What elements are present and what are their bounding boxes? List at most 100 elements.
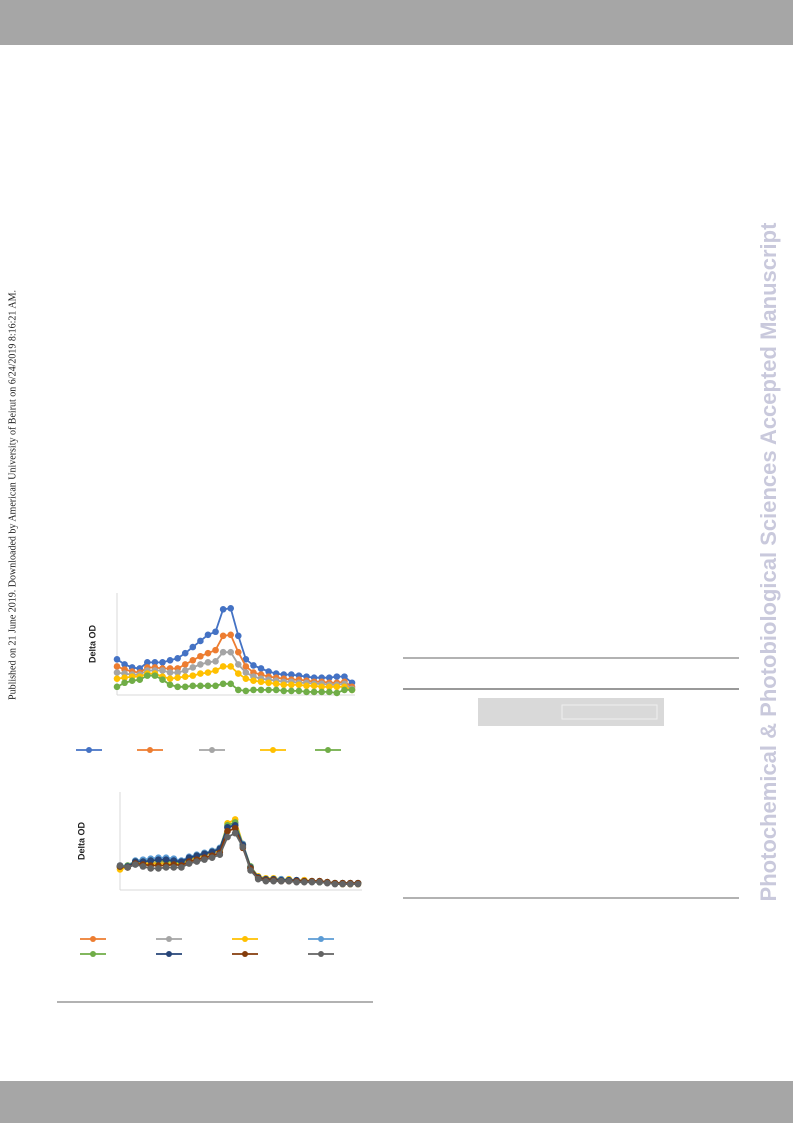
data-point [247, 867, 254, 874]
data-point [155, 865, 162, 872]
data-point [339, 880, 346, 888]
data-point [201, 856, 208, 863]
data-point [136, 676, 144, 683]
data-point [303, 682, 310, 690]
data-point [316, 878, 323, 886]
data-point [212, 658, 219, 665]
data-point [323, 879, 331, 887]
legend-marker [318, 951, 324, 957]
data-point [250, 662, 257, 669]
data-point [212, 628, 219, 636]
data-point [197, 652, 204, 660]
data-point [242, 675, 250, 682]
data-point [197, 637, 204, 645]
data-point [254, 875, 262, 883]
series-line [119, 821, 358, 884]
data-point [208, 854, 216, 861]
data-point [318, 683, 325, 691]
data-point [178, 864, 185, 871]
data-point [189, 664, 197, 671]
data-point [277, 877, 285, 885]
data-point [144, 672, 151, 679]
data-point [265, 679, 272, 687]
data-point [113, 683, 121, 691]
data-point [204, 669, 212, 676]
data-point [189, 643, 197, 651]
data-point [151, 672, 159, 679]
data-point [139, 863, 147, 870]
data-point [128, 677, 136, 685]
data-point [219, 648, 227, 656]
data-point [250, 677, 257, 685]
data-point [341, 673, 348, 680]
data-point [121, 679, 128, 687]
data-point [341, 686, 348, 694]
data-point [331, 880, 339, 888]
y-axis-label: Delta OD [87, 624, 97, 663]
data-point [159, 676, 166, 683]
data-point [219, 680, 227, 688]
data-point [204, 682, 212, 690]
data-point [265, 668, 272, 675]
legend-marker [90, 951, 96, 957]
legend-marker [242, 936, 248, 942]
data-point [185, 860, 193, 867]
legend-marker [270, 747, 276, 753]
data-point [174, 654, 181, 662]
data-point [280, 687, 288, 695]
data-point [216, 851, 224, 859]
data-point [234, 670, 242, 677]
data-point [293, 878, 300, 886]
legend-marker [318, 936, 324, 942]
data-point [310, 688, 318, 696]
data-point [333, 673, 341, 680]
data-point [242, 669, 250, 676]
data-point [224, 833, 231, 841]
data-point [204, 631, 212, 639]
data-point [325, 674, 333, 681]
data-point [113, 656, 121, 663]
data-point [197, 670, 204, 677]
data-point [181, 673, 189, 680]
legend-marker [325, 747, 331, 753]
data-point [212, 682, 219, 690]
y-axis-label: Delta OD [76, 821, 86, 860]
data-point [162, 864, 170, 871]
data-point [272, 686, 280, 694]
footer-bar [0, 1081, 793, 1123]
data-point [354, 880, 362, 888]
data-point [193, 858, 201, 865]
data-point [189, 657, 197, 664]
data-point [295, 681, 303, 689]
data-point [197, 661, 204, 668]
data-point [333, 683, 341, 691]
data-point [124, 864, 131, 871]
data-point [227, 605, 235, 612]
data-point [285, 877, 293, 885]
data-point [257, 665, 265, 672]
data-point [310, 682, 318, 690]
data-point [212, 667, 219, 674]
data-point [189, 682, 197, 690]
data-point [204, 649, 212, 657]
data-point [166, 669, 174, 676]
data-point [227, 631, 235, 639]
data-point [212, 646, 219, 654]
data-point [288, 687, 295, 695]
data-point [147, 857, 155, 864]
table-block [478, 698, 664, 726]
data-point [234, 661, 242, 668]
data-point [159, 659, 166, 666]
legend-marker [90, 936, 96, 942]
data-point [151, 659, 159, 666]
data-point [242, 656, 250, 663]
sidebar-note: Published on 21 June 2019. Downloaded by… [7, 290, 18, 700]
data-point [159, 667, 166, 674]
data-point [116, 862, 124, 869]
table-cell [561, 704, 658, 720]
data-point [166, 675, 174, 682]
data-point [333, 689, 341, 697]
data-point [325, 683, 333, 691]
data-point [227, 648, 235, 656]
data-point [242, 663, 250, 670]
